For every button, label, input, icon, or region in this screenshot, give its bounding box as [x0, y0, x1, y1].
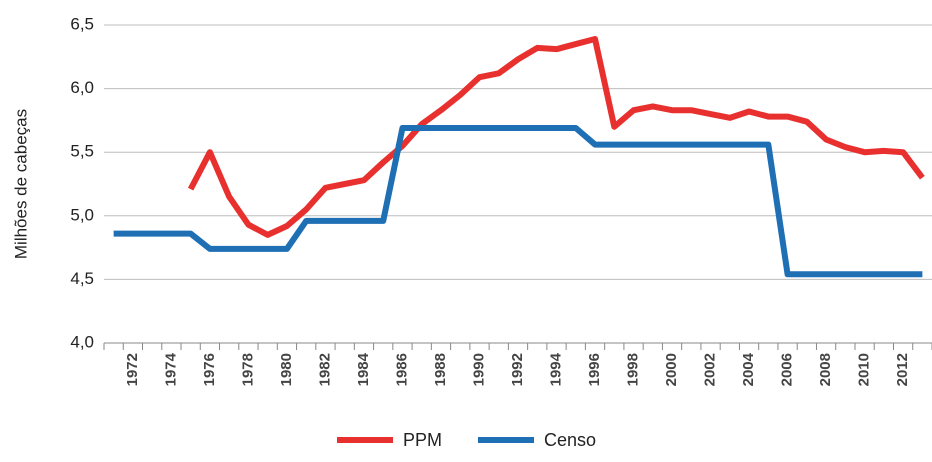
y-tick-label: 5,0 — [70, 205, 94, 224]
x-tick-label: 1986 — [393, 353, 410, 386]
legend-label: PPM — [403, 430, 442, 450]
y-tick-label: 4,5 — [70, 269, 94, 288]
x-tick-label: 1976 — [201, 353, 218, 386]
x-tick-label: 2000 — [663, 353, 680, 386]
x-tick-label: 1988 — [432, 353, 449, 386]
series-line — [113, 125, 923, 278]
x-tick-label: 2004 — [740, 352, 757, 386]
x-tick-label: 2008 — [817, 353, 834, 386]
x-tick-label: 1978 — [239, 353, 256, 386]
legend-label: Censo — [544, 430, 596, 450]
x-tick-label: 2010 — [856, 353, 873, 386]
x-tick-label: 1990 — [470, 353, 487, 386]
x-tick-label: 1980 — [278, 353, 295, 386]
x-tick-label: 1994 — [547, 352, 564, 386]
x-tick-label: 1972 — [124, 353, 141, 386]
x-tick-label: 1998 — [625, 353, 642, 386]
x-tick-label: 1992 — [509, 353, 526, 386]
series-line — [187, 35, 925, 238]
x-tick-label: 1996 — [586, 353, 603, 386]
x-tick-label: 2006 — [779, 353, 796, 386]
y-tick-label: 5,5 — [70, 142, 94, 161]
x-tick-label: 1982 — [316, 353, 333, 386]
y-tick-label: 4,0 — [70, 332, 94, 351]
y-axis-label: Milhões de cabeças — [11, 109, 30, 259]
y-tick-label: 6,5 — [70, 14, 94, 33]
x-tick-label: 1974 — [162, 352, 179, 386]
x-tick-label: 2002 — [702, 353, 719, 386]
x-tick-label: 2012 — [894, 353, 911, 386]
x-tick-label: 1984 — [355, 352, 372, 386]
y-tick-label: 6,0 — [70, 78, 94, 97]
